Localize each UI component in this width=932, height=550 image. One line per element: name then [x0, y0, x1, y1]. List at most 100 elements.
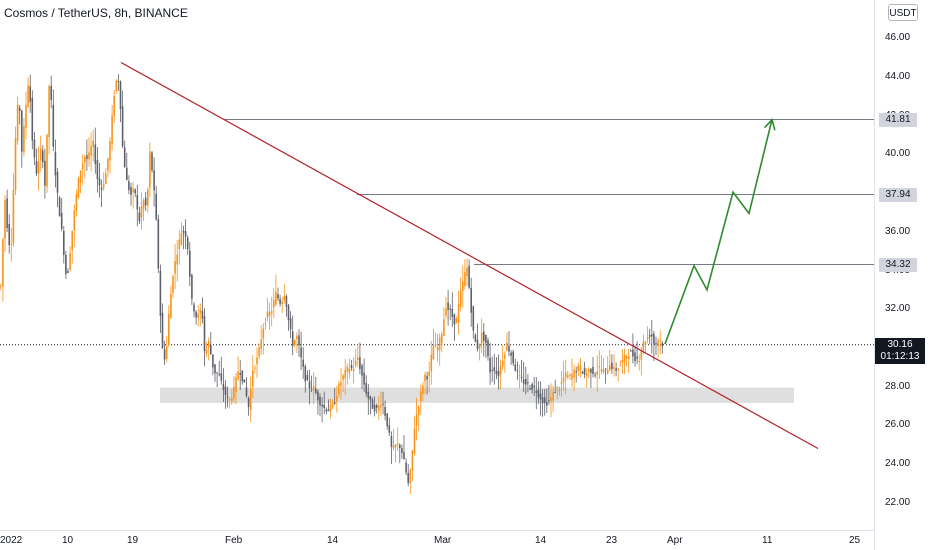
candle-body	[422, 385, 424, 394]
candle-body	[392, 445, 395, 449]
candle-body	[220, 373, 223, 381]
candle-body	[426, 376, 428, 380]
candle-body	[413, 428, 416, 454]
candle-body	[648, 334, 651, 337]
candle-body	[464, 272, 466, 286]
candle-body	[42, 150, 44, 163]
candle-body	[58, 197, 61, 217]
candle-body	[533, 385, 535, 388]
candle-body	[6, 198, 8, 229]
candle-body	[92, 140, 94, 148]
candle-body	[609, 365, 611, 371]
candle-body	[56, 171, 59, 193]
chart-title: Cosmos / TetherUS, 8h, BINANCE	[4, 6, 188, 20]
candle-body	[189, 250, 191, 277]
candle-body	[16, 104, 19, 141]
candle-body	[69, 252, 71, 270]
candle-body	[172, 276, 174, 293]
candle-body	[44, 160, 46, 186]
y-tick-label: 36.00	[885, 225, 911, 237]
candle-body	[323, 404, 325, 408]
candle-body	[264, 323, 267, 325]
level-price-tag: 37.94	[879, 187, 917, 202]
candle-body	[306, 374, 309, 380]
candle-body	[594, 374, 596, 376]
candle-body	[430, 354, 433, 372]
candle-body	[281, 301, 283, 305]
last-price-tag: 30.16 01:12:13	[875, 338, 925, 364]
x-tick-label: 2022	[0, 535, 23, 546]
candle-body	[8, 223, 10, 246]
candle-body	[29, 86, 31, 102]
candle-body	[237, 371, 239, 380]
candle-body	[201, 310, 204, 319]
candle-body	[508, 345, 510, 352]
candle-body	[333, 402, 336, 404]
candle-body	[50, 85, 52, 101]
candle-body	[239, 372, 241, 375]
candle-body	[518, 375, 521, 377]
candle-body	[344, 369, 346, 379]
candle-body	[247, 397, 250, 408]
candle-body	[483, 331, 485, 341]
candle-body	[130, 187, 132, 195]
candle-body	[510, 352, 512, 356]
candle-body	[384, 407, 386, 416]
currency-button[interactable]: USDT	[888, 4, 918, 21]
candle-body	[37, 161, 40, 174]
candle-body	[134, 189, 136, 194]
candle-body	[556, 386, 559, 389]
candle-body	[123, 147, 126, 168]
candle-body	[367, 392, 370, 399]
candle-body	[417, 406, 420, 415]
candle-body	[474, 334, 477, 342]
candle-body	[365, 383, 367, 394]
candle-body	[205, 349, 208, 354]
candle-body	[602, 369, 605, 372]
candle-body	[327, 409, 330, 412]
candle-body	[218, 374, 220, 376]
candle-body	[67, 271, 69, 273]
candle-body	[315, 388, 317, 393]
candle-body	[73, 210, 76, 231]
candle-body	[338, 383, 340, 395]
candle-body	[369, 396, 372, 400]
candle-body	[31, 97, 34, 141]
candle-body	[214, 364, 216, 374]
candle-body	[35, 161, 38, 174]
candle-body	[23, 126, 25, 153]
candle-body	[302, 359, 304, 367]
candle-body	[653, 333, 655, 344]
candle-body	[598, 366, 601, 368]
candle-body	[560, 381, 563, 384]
candle-body	[531, 384, 533, 391]
candle-body	[228, 399, 231, 401]
candle-body	[270, 310, 273, 314]
candle-body	[449, 308, 451, 310]
candle-body	[493, 367, 496, 372]
candle-body	[233, 386, 235, 399]
candle-body	[380, 404, 382, 408]
candle-body	[298, 335, 300, 346]
candle-body	[140, 206, 143, 218]
candle-body	[443, 319, 445, 336]
candle-body	[86, 155, 88, 160]
candle-body	[71, 230, 73, 251]
candle-body	[79, 170, 82, 183]
x-tick-label: Mar	[434, 535, 452, 546]
y-tick-label: 22.00	[885, 496, 911, 508]
candle-body	[12, 190, 15, 244]
candle-body	[606, 369, 609, 374]
candle-body	[403, 451, 405, 460]
candle-body	[77, 178, 80, 198]
candle-body	[199, 309, 202, 313]
candle-body	[54, 151, 57, 176]
candle-body	[268, 312, 271, 316]
candle-body	[535, 390, 538, 394]
candle-body	[529, 387, 531, 390]
candle-body	[386, 413, 388, 427]
candle-body	[294, 340, 296, 346]
candle-body	[132, 188, 134, 193]
candle-body	[25, 104, 27, 129]
